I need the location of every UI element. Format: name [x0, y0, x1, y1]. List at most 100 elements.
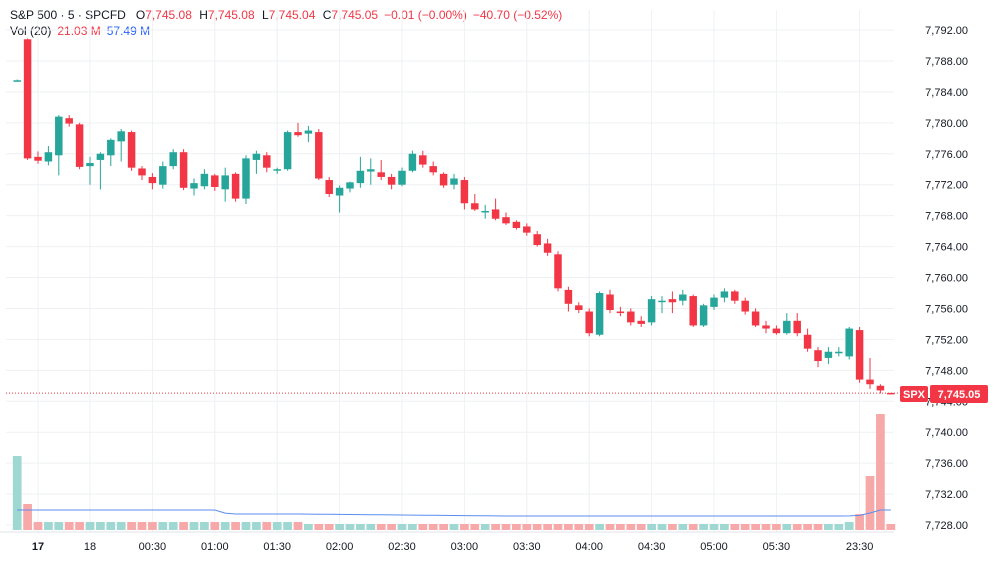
- candle-body: [564, 289, 573, 304]
- candle: [876, 384, 885, 394]
- candle: [689, 294, 697, 327]
- volume-ma-value: 57.49 M: [106, 24, 151, 38]
- candle-body: [263, 155, 271, 168]
- candle: [450, 173, 458, 190]
- volume-bar: [324, 524, 334, 530]
- candle: [231, 172, 240, 202]
- time-tick-label: 00:30: [139, 541, 167, 553]
- candle-body: [533, 234, 541, 246]
- volume-bar: [595, 524, 604, 530]
- candle-body: [627, 311, 635, 323]
- price-tick-label: 7,752.00: [925, 334, 968, 346]
- candle-body: [543, 243, 552, 253]
- candle-body: [887, 392, 895, 395]
- candle: [107, 138, 115, 167]
- volume-bar: [127, 522, 136, 530]
- candle-body: [803, 334, 812, 349]
- time-tick-label: 04:30: [638, 541, 666, 553]
- candle-body: [387, 176, 396, 185]
- candle-body: [637, 320, 645, 324]
- volume-bar: [44, 522, 53, 530]
- candle: [803, 328, 812, 352]
- candle-body: [710, 297, 718, 307]
- candle: [55, 115, 63, 176]
- candle: [13, 79, 21, 82]
- candle-body: [585, 311, 593, 334]
- candle: [179, 149, 188, 191]
- candle-body: [679, 294, 687, 301]
- volume-bar: [220, 522, 230, 530]
- volume-bar: [106, 522, 116, 530]
- symbol-title[interactable]: S&P 500 · 5 · SPCFD: [10, 8, 126, 22]
- candle: [616, 306, 625, 317]
- volume-label[interactable]: Vol (20): [10, 24, 52, 38]
- volume-bar: [168, 522, 178, 530]
- volume-bar: [720, 524, 729, 530]
- volume-bar: [678, 524, 688, 530]
- candle-body: [398, 170, 406, 185]
- candle-body: [460, 180, 469, 204]
- volume-ma-line: [17, 509, 891, 517]
- candle-body: [23, 39, 32, 159]
- candle-body: [408, 153, 417, 171]
- candle-body: [179, 152, 188, 188]
- candle: [471, 193, 479, 211]
- price-axis[interactable]: 7,792.00 7,788.00 7,784.00 7,780.00 7,776.00…: [925, 25, 968, 532]
- time-tick-label: 03:00: [451, 541, 479, 553]
- volume-bar: [64, 522, 74, 530]
- candle-body: [86, 163, 94, 167]
- volume-bar: [792, 524, 802, 530]
- candle: [887, 392, 895, 395]
- volume-bar: [33, 522, 43, 530]
- volume-bar: [252, 522, 261, 530]
- candle: [96, 152, 105, 190]
- candle: [460, 176, 469, 210]
- candle: [439, 172, 448, 188]
- candle: [491, 198, 500, 221]
- candle: [658, 296, 666, 314]
- price-tag-symbol-bg: [900, 386, 928, 402]
- candle-body: [575, 305, 583, 310]
- volume-bar: [605, 524, 615, 530]
- price-tick-label: 7,736.00: [925, 458, 968, 470]
- candle: [138, 166, 146, 181]
- candle-body: [481, 210, 489, 213]
- open-value: 7,745.08: [145, 8, 192, 22]
- time-axis[interactable]: 17 18 00:30 01:00 01:30 02:00 02:30 03:00 03:30 0…: [32, 541, 873, 553]
- candle-body: [554, 254, 562, 289]
- volume-bar: [813, 524, 823, 530]
- volume-bar: [886, 524, 896, 530]
- volume-bar: [543, 524, 552, 530]
- candle-body: [13, 80, 21, 82]
- candle-body: [200, 173, 209, 187]
- candle: [242, 155, 250, 205]
- candle-body: [876, 385, 885, 391]
- volume-bar: [532, 524, 542, 530]
- candle: [335, 185, 344, 213]
- candle: [699, 303, 708, 327]
- candle: [190, 178, 198, 196]
- volume-bar: [116, 522, 126, 530]
- volume-bar: [293, 522, 303, 530]
- volume-bar: [834, 524, 844, 530]
- candle-body: [783, 320, 791, 334]
- volume-bar: [283, 522, 292, 530]
- volume-bar: [12, 456, 22, 530]
- price-tick-label: 7,768.00: [925, 211, 968, 223]
- volume-bar: [428, 524, 438, 530]
- candle-body: [606, 294, 614, 310]
- low-value: 7,745.04: [268, 8, 316, 22]
- candle-body: [34, 156, 42, 161]
- candle-body: [335, 187, 344, 196]
- candle-body: [252, 153, 261, 160]
- volume-bar: [304, 524, 313, 530]
- volume-bar: [85, 522, 95, 530]
- volume-bar: [865, 476, 875, 530]
- volume-bar: [23, 504, 32, 530]
- volume-bar: [241, 522, 251, 530]
- day-change: −40.70 (−0.52%): [472, 8, 563, 22]
- price-tick-label: 7,756.00: [925, 303, 968, 315]
- candle-body: [273, 169, 281, 171]
- candle-body: [211, 175, 219, 188]
